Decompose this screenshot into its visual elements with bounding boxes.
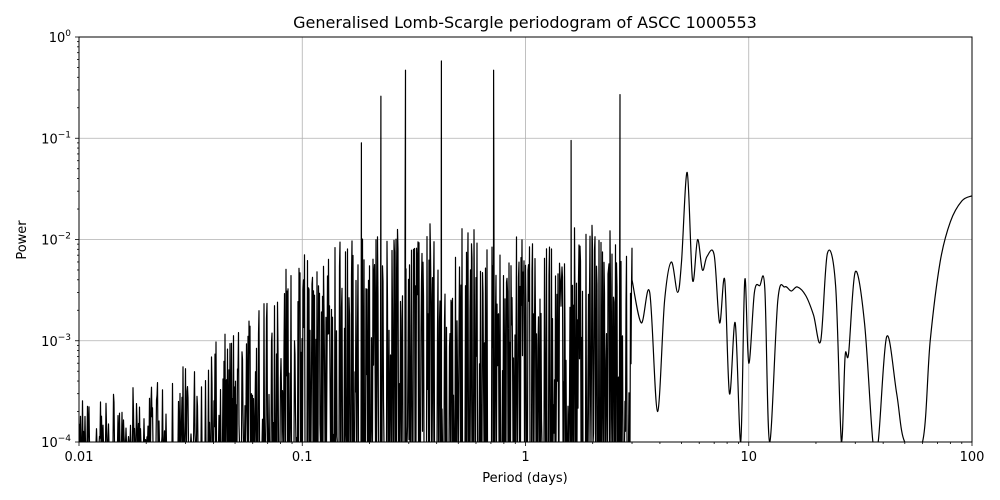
power-curve <box>79 60 972 442</box>
periodogram-line <box>79 60 972 442</box>
axis-ticks <box>75 36 973 446</box>
y-tick-label: 100 <box>49 29 72 46</box>
x-tick-label: 100 <box>960 450 985 465</box>
x-tick-labels: 0.01 0.1 1 10 100 <box>65 450 985 465</box>
y-axis-label: Power <box>15 220 30 260</box>
x-tick-label: 1 <box>521 450 529 465</box>
chart-title: Generalised Lomb-Scargle periodogram of … <box>293 13 757 32</box>
x-tick-label: 10 <box>740 450 757 465</box>
x-axis-label: Period (days) <box>482 471 568 486</box>
x-tick-label: 0.01 <box>65 450 94 465</box>
y-tick-labels: 10−4 10−3 10−2 10−1 100 <box>41 29 71 451</box>
y-tick-label: 10−4 <box>41 434 71 451</box>
y-tick-label: 10−2 <box>41 232 71 249</box>
x-tick-label: 0.1 <box>292 450 313 465</box>
y-tick-label: 10−3 <box>41 333 71 350</box>
y-tick-label: 10−1 <box>41 130 71 147</box>
